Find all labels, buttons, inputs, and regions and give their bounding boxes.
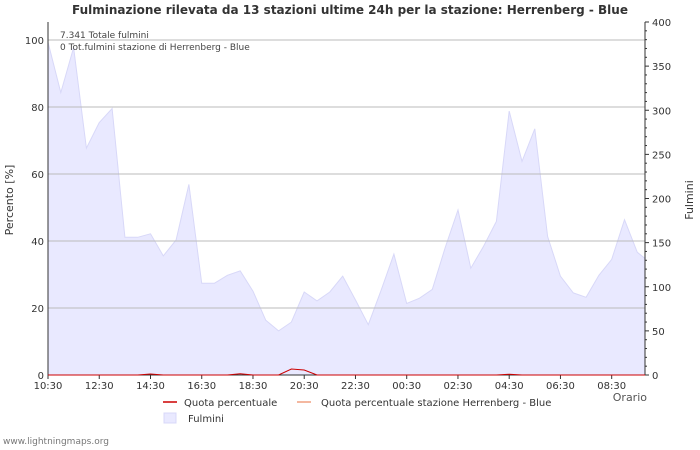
- x-tick-label: 22:30: [341, 381, 370, 392]
- y-tick-label: 0: [38, 371, 44, 382]
- legend-label-quota-station: Quota percentuale stazione Herrenberg - …: [321, 398, 551, 409]
- y-tick-label: 40: [31, 237, 44, 248]
- y-right-tick-label: 0: [652, 371, 658, 382]
- y-tick-label: 100: [25, 36, 44, 47]
- x-tick-label: 04:30: [495, 381, 524, 392]
- x-tick-label: 08:30: [597, 381, 626, 392]
- x-tick-label: 02:30: [444, 381, 473, 392]
- legend-swatch-fulmini: [163, 412, 177, 424]
- y-right-tick-label: 200: [652, 195, 671, 206]
- x-tick-label: 20:30: [290, 381, 319, 392]
- y-tick-label: 80: [31, 103, 44, 114]
- y-right-tick-label: 250: [652, 150, 671, 161]
- x-tick-label: 16:30: [187, 381, 216, 392]
- x-tick-label: 14:30: [136, 381, 165, 392]
- x-axis-label: Orario: [613, 391, 648, 404]
- footer-source: www.lightningmaps.org: [3, 437, 109, 447]
- y-right-axis-label: Fulmini: [683, 180, 696, 220]
- x-tick-label: 10:30: [34, 381, 63, 392]
- y-right-tick-label: 150: [652, 239, 671, 250]
- legend-label-fulmini: Fulmini: [188, 414, 224, 425]
- quota-line: [48, 368, 645, 376]
- y-right-tick-label: 300: [652, 106, 671, 117]
- total-annotation: 7.341 Totale fulmini: [60, 31, 149, 41]
- y-tick-label: 20: [31, 304, 44, 315]
- y-axis-label: Percento [%]: [3, 165, 16, 236]
- x-tick-label: 12:30: [85, 381, 114, 392]
- y-right-tick-label: 400: [652, 18, 671, 29]
- x-tick-label: 00:30: [392, 381, 421, 392]
- y-right-tick-label: 350: [652, 62, 671, 73]
- x-tick-label: 18:30: [239, 381, 268, 392]
- y-right-tick-label: 100: [652, 283, 671, 294]
- station-annotation: 0 Tot.fulmini stazione di Herrenberg - B…: [60, 43, 250, 53]
- y-right-tick-label: 50: [652, 327, 665, 338]
- x-tick-label: 06:30: [546, 381, 575, 392]
- legend-label-quota: Quota percentuale: [184, 398, 277, 409]
- y-tick-label: 60: [31, 170, 44, 181]
- fulmini-area: [47, 42, 646, 376]
- chart-title: Fulminazione rilevata da 13 stazioni ult…: [72, 3, 628, 17]
